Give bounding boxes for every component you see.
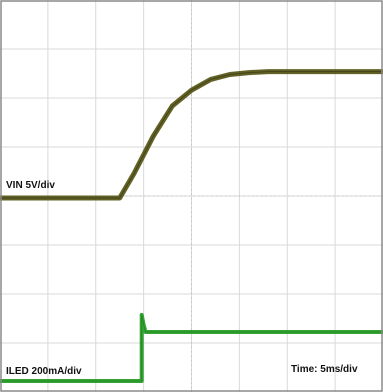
iled-trace-core bbox=[0, 314, 383, 382]
traces bbox=[0, 69, 383, 383]
vin-trace-core bbox=[0, 71, 383, 199]
vin-channel-label: VIN 5V/div bbox=[6, 180, 55, 191]
timebase-label: Time: 5ms/div bbox=[291, 364, 358, 375]
iled-channel-label: ILED 200mA/div bbox=[6, 366, 82, 377]
